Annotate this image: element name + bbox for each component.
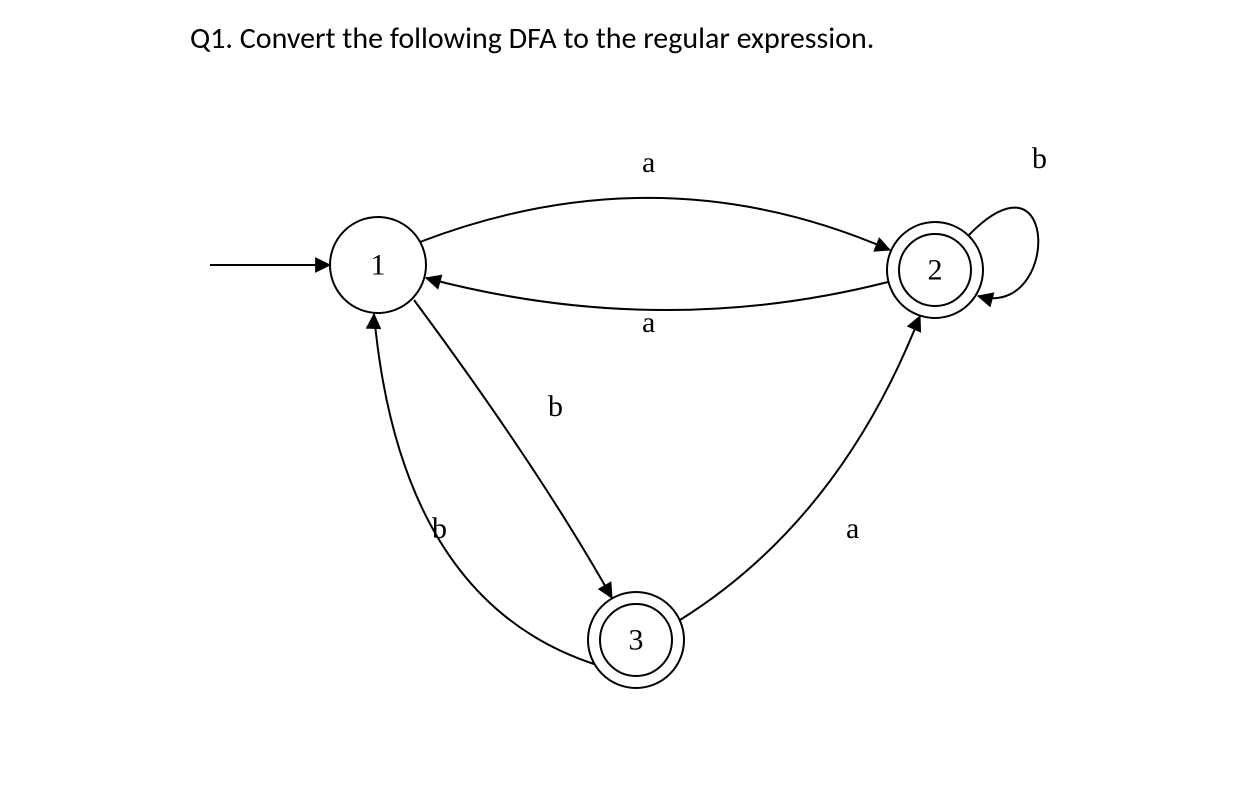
edge-1-3 [414, 300, 612, 598]
nodes: 1 2 3 [330, 217, 983, 688]
edge-label-1-2: a [642, 146, 655, 179]
edge-label-2-1: a [642, 306, 655, 339]
state-1-label: 1 [371, 249, 386, 282]
start-arrow [210, 258, 330, 272]
state-2-label: 2 [928, 254, 943, 287]
edge-label-1-3: b [548, 390, 563, 423]
edge-label-2-2: b [1032, 142, 1047, 175]
edge-label-3-1: b [432, 512, 447, 545]
edge-3-1 [374, 314, 594, 664]
edge-2-1 [426, 278, 888, 310]
edge-label-3-2: a [846, 512, 859, 545]
edge-1-2 [420, 198, 890, 250]
edges: a a b b b a [366, 142, 1047, 664]
dfa-diagram: a a b b b a 1 2 3 [0, 0, 1260, 806]
edge-3-2 [680, 316, 920, 620]
state-3-label: 3 [629, 624, 644, 657]
